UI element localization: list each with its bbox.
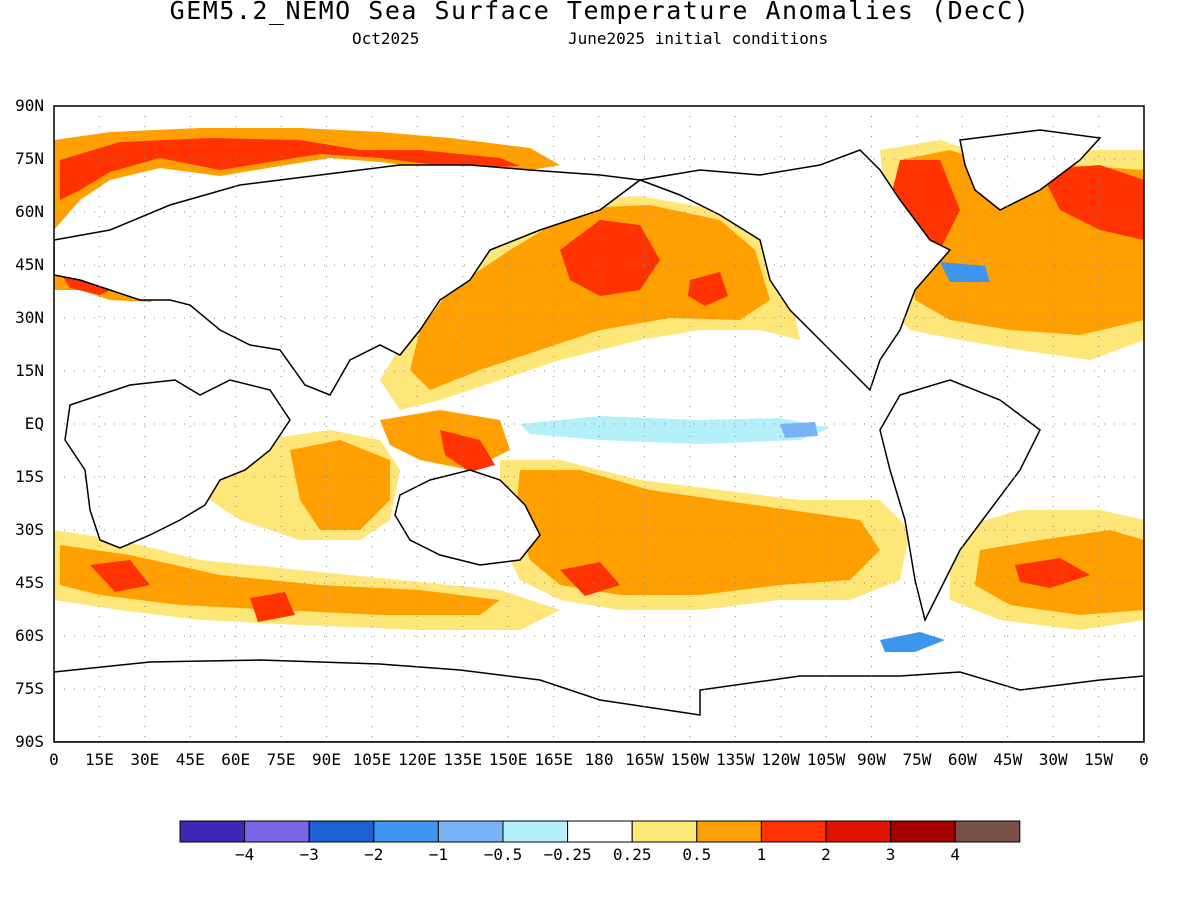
longitude-label: 45W bbox=[993, 750, 1023, 769]
anomaly-region bbox=[688, 272, 728, 306]
valid-month: Oct2025 bbox=[352, 29, 420, 48]
chart-title: GEM5.2_NEMO Sea Surface Temperature Anom… bbox=[169, 0, 1031, 25]
anomaly-region bbox=[880, 632, 945, 652]
colorbar-swatch bbox=[244, 820, 310, 843]
colorbar-label: −0.25 bbox=[543, 845, 592, 864]
latitude-label: 90N bbox=[15, 96, 44, 115]
colorbar-swatch bbox=[631, 820, 698, 843]
latitude-label: 90S bbox=[15, 732, 44, 751]
colorbar-swatch bbox=[696, 820, 762, 843]
anomaly-region bbox=[290, 440, 390, 530]
anomaly-region bbox=[780, 422, 818, 438]
latitude-label: 45S bbox=[15, 573, 44, 592]
colorbar-swatch bbox=[437, 820, 504, 843]
longitude-label: 30W bbox=[1038, 750, 1068, 769]
anomaly-region bbox=[940, 262, 990, 282]
longitude-label: 135E bbox=[443, 750, 483, 769]
longitude-label: 150W bbox=[670, 750, 710, 769]
anomaly-region bbox=[250, 592, 295, 622]
longitude-label: 0 bbox=[49, 750, 59, 769]
initial-conditions: June2025 initial conditions bbox=[568, 29, 829, 48]
longitude-label: 150E bbox=[488, 750, 528, 769]
latitude-label: 75S bbox=[15, 679, 44, 698]
eurasia-land bbox=[54, 164, 642, 396]
colorbar-label: 0.25 bbox=[612, 845, 652, 864]
colorbar-label: −3 bbox=[299, 845, 319, 864]
longitude-label: 90W bbox=[857, 750, 886, 769]
latitude-label: 15S bbox=[15, 467, 44, 486]
anomaly-region bbox=[520, 416, 830, 444]
colorbar-label: 0.5 bbox=[682, 845, 712, 864]
longitude-label: 30E bbox=[130, 750, 160, 769]
colorbar bbox=[179, 820, 1021, 843]
anomaly-region bbox=[440, 430, 495, 472]
longitude-label: 0 bbox=[1139, 750, 1149, 769]
anomaly-region bbox=[515, 470, 880, 595]
north-america-land bbox=[637, 149, 952, 392]
south-america-land bbox=[879, 379, 1041, 623]
latitude-label: 30N bbox=[15, 308, 44, 327]
colorbar-swatch bbox=[760, 820, 827, 843]
longitude-label: 45E bbox=[175, 750, 205, 769]
anomaly-region bbox=[60, 138, 520, 200]
longitude-label: 75E bbox=[266, 750, 296, 769]
latitude-label: 45N bbox=[15, 255, 44, 274]
longitude-label: 165W bbox=[625, 750, 664, 769]
antarctica-land bbox=[54, 659, 1144, 742]
anomaly-region bbox=[60, 545, 500, 615]
colorbar-label: −1 bbox=[428, 845, 449, 864]
anomaly-region bbox=[560, 562, 620, 596]
longitude-label: 180 bbox=[584, 750, 614, 769]
longitude-label: 105W bbox=[806, 750, 846, 769]
anomaly-region bbox=[1040, 165, 1144, 240]
colorbar-swatch bbox=[502, 820, 569, 843]
latitude-label: EQ bbox=[24, 414, 44, 433]
latitude-label: 60S bbox=[15, 626, 44, 645]
colorbar-label: −4 bbox=[234, 845, 255, 864]
australia-land bbox=[394, 469, 541, 566]
colorbar-swatch bbox=[890, 820, 956, 843]
colorbar-label: 1 bbox=[756, 845, 767, 864]
africa-land bbox=[64, 379, 291, 549]
anomaly-region bbox=[90, 560, 150, 592]
latitude-label: 60N bbox=[15, 202, 44, 221]
colorbar-swatch bbox=[567, 820, 633, 843]
latitude-label: 15N bbox=[15, 361, 44, 380]
colorbar-label: 3 bbox=[885, 845, 896, 864]
greenland-land bbox=[959, 129, 1102, 211]
longitude-label: 105E bbox=[352, 750, 392, 769]
latitude-label: 30S bbox=[15, 520, 44, 539]
coastlines bbox=[54, 129, 1144, 742]
gridlines bbox=[54, 106, 1144, 742]
longitude-label: 15W bbox=[1084, 750, 1114, 769]
longitude-label: 90E bbox=[312, 750, 341, 769]
anomaly-field bbox=[54, 128, 1144, 652]
plot-frame bbox=[53, 105, 1145, 743]
colorbar-label: 2 bbox=[821, 845, 831, 864]
longitude-label: 135W bbox=[715, 750, 755, 769]
longitude-label: 75W bbox=[902, 750, 932, 769]
colorbar-label: 4 bbox=[950, 845, 961, 864]
longitude-label: 15E bbox=[84, 750, 114, 769]
longitude-label: 120E bbox=[398, 750, 437, 769]
anomaly-region bbox=[1015, 558, 1090, 588]
colorbar-label: −0.5 bbox=[483, 845, 523, 864]
colorbar-swatch bbox=[179, 820, 246, 843]
anomaly-region bbox=[410, 205, 770, 390]
longitude-label: 60E bbox=[221, 750, 251, 769]
longitude-label: 120W bbox=[761, 750, 800, 769]
longitude-label: 165E bbox=[534, 750, 573, 769]
colorbar-label: −2 bbox=[364, 845, 384, 864]
colorbar-swatch bbox=[825, 820, 892, 843]
longitude-label: 60W bbox=[947, 750, 977, 769]
colorbar-swatch bbox=[954, 820, 1021, 843]
anomaly-region bbox=[560, 220, 660, 296]
colorbar-swatch bbox=[373, 820, 439, 843]
colorbar-swatch bbox=[308, 820, 375, 843]
latitude-label: 75N bbox=[15, 149, 44, 168]
